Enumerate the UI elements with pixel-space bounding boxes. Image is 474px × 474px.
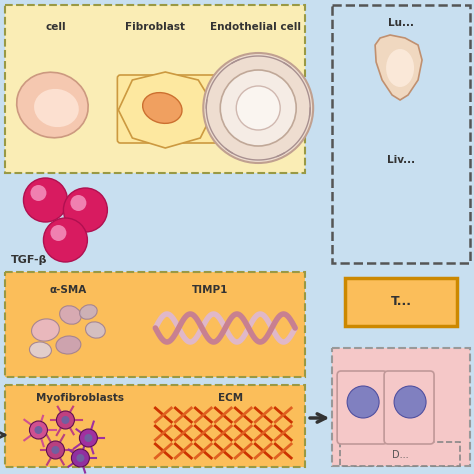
Ellipse shape [60, 306, 81, 324]
Circle shape [80, 429, 97, 447]
Circle shape [30, 185, 46, 201]
Ellipse shape [17, 72, 88, 138]
Text: D...: D... [392, 450, 409, 460]
Bar [6, 385, 305, 467]
Text: cell: cell [45, 22, 66, 32]
Bar [332, 5, 470, 263]
Circle shape [72, 449, 90, 467]
FancyBboxPatch shape [118, 75, 218, 143]
Ellipse shape [56, 336, 81, 354]
Circle shape [64, 188, 108, 232]
Circle shape [84, 434, 92, 442]
Circle shape [71, 195, 86, 211]
Circle shape [29, 421, 47, 439]
Circle shape [236, 86, 280, 130]
Text: Myofibroblasts: Myofibroblasts [36, 393, 124, 403]
Text: Lu...: Lu... [388, 18, 414, 28]
Text: Endothelial cell: Endothelial cell [210, 22, 301, 32]
Circle shape [44, 218, 87, 262]
Polygon shape [118, 72, 215, 148]
Text: α-SMA: α-SMA [50, 285, 87, 295]
Ellipse shape [386, 49, 414, 87]
Ellipse shape [29, 342, 51, 358]
Ellipse shape [80, 305, 97, 319]
Bar [332, 348, 470, 466]
Bar [340, 442, 460, 466]
FancyBboxPatch shape [384, 371, 434, 444]
Circle shape [56, 411, 74, 429]
Ellipse shape [143, 92, 182, 123]
Text: TIMP1: TIMP1 [192, 285, 228, 295]
Ellipse shape [32, 319, 59, 341]
Ellipse shape [85, 322, 105, 338]
Circle shape [52, 446, 59, 454]
Ellipse shape [34, 89, 79, 127]
Bar [6, 5, 305, 173]
Circle shape [203, 53, 313, 163]
Circle shape [50, 225, 66, 241]
Circle shape [394, 386, 426, 418]
Text: T...: T... [391, 295, 411, 308]
Text: Liv...: Liv... [387, 155, 415, 165]
Circle shape [46, 441, 64, 459]
Bar [345, 278, 457, 326]
Text: Fibroblast: Fibroblast [125, 22, 185, 32]
FancyBboxPatch shape [337, 371, 387, 444]
Circle shape [24, 178, 67, 222]
Circle shape [347, 386, 379, 418]
Circle shape [220, 70, 296, 146]
Bar [6, 272, 305, 377]
Circle shape [76, 454, 84, 462]
Text: ECM: ECM [218, 393, 243, 403]
Circle shape [35, 426, 43, 434]
Text: TGF-β: TGF-β [10, 255, 47, 265]
Polygon shape [375, 35, 422, 100]
Circle shape [62, 416, 69, 424]
